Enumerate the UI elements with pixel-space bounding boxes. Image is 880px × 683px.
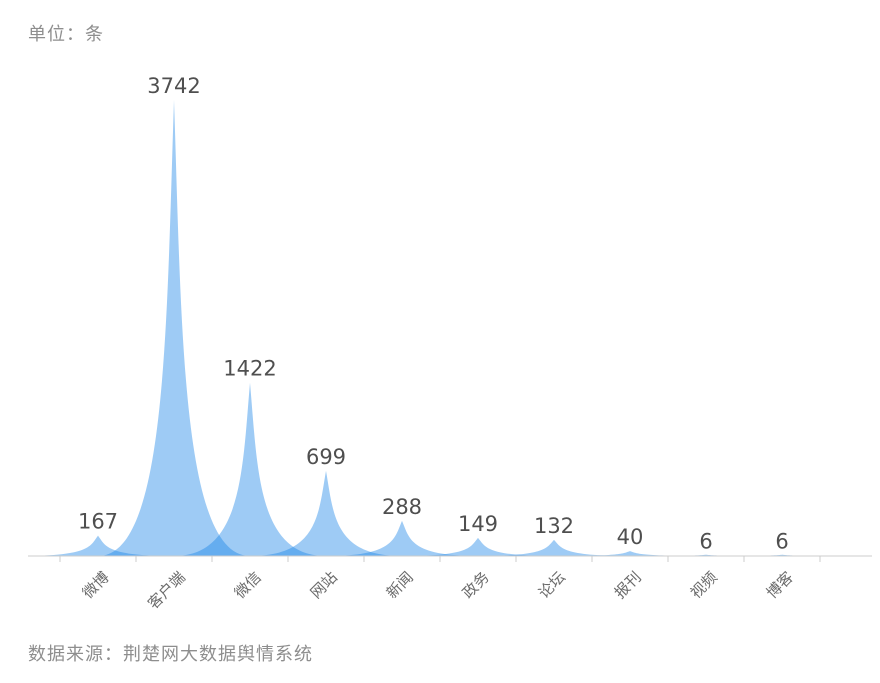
peak-shape — [326, 520, 478, 556]
value-label: 6 — [699, 529, 712, 553]
peak-shape — [706, 554, 858, 556]
value-label: 699 — [306, 445, 346, 469]
peak-shape — [478, 539, 630, 556]
category-label: 政务 — [459, 568, 493, 602]
value-label: 132 — [534, 514, 574, 538]
peak-shape — [22, 535, 174, 556]
value-label: 149 — [458, 512, 498, 536]
category-label: 视频 — [687, 568, 721, 602]
peak-shape — [402, 537, 554, 556]
category-label: 微博 — [79, 568, 113, 602]
category-label: 论坛 — [535, 568, 569, 602]
peak-shape — [554, 551, 706, 556]
category-label: 客户端 — [144, 568, 189, 613]
peak-shape — [174, 382, 326, 556]
value-label: 167 — [78, 510, 118, 534]
value-label: 288 — [382, 495, 422, 519]
peak-chart-canvas: 167 3742 1422 699 288 149 132 40 6 6 微博 客户端 微信 网站 新闻 政务… — [22, 74, 872, 613]
peak-shape — [98, 100, 250, 556]
category-label: 网站 — [307, 568, 341, 602]
peak-shape — [630, 554, 782, 556]
data-source-label: 数据来源：荆楚网大数据舆情系统 — [28, 644, 313, 665]
category-label: 新闻 — [383, 568, 417, 602]
value-label: 6 — [775, 529, 788, 553]
value-label: 1422 — [223, 357, 276, 381]
value-label: 3742 — [147, 74, 200, 98]
unit-label: 单位：条 — [28, 24, 104, 45]
category-label: 微信 — [231, 568, 265, 602]
value-label: 40 — [617, 525, 644, 549]
peak-shape — [250, 470, 402, 556]
category-label: 博客 — [763, 568, 797, 602]
category-label: 报刊 — [611, 568, 645, 602]
